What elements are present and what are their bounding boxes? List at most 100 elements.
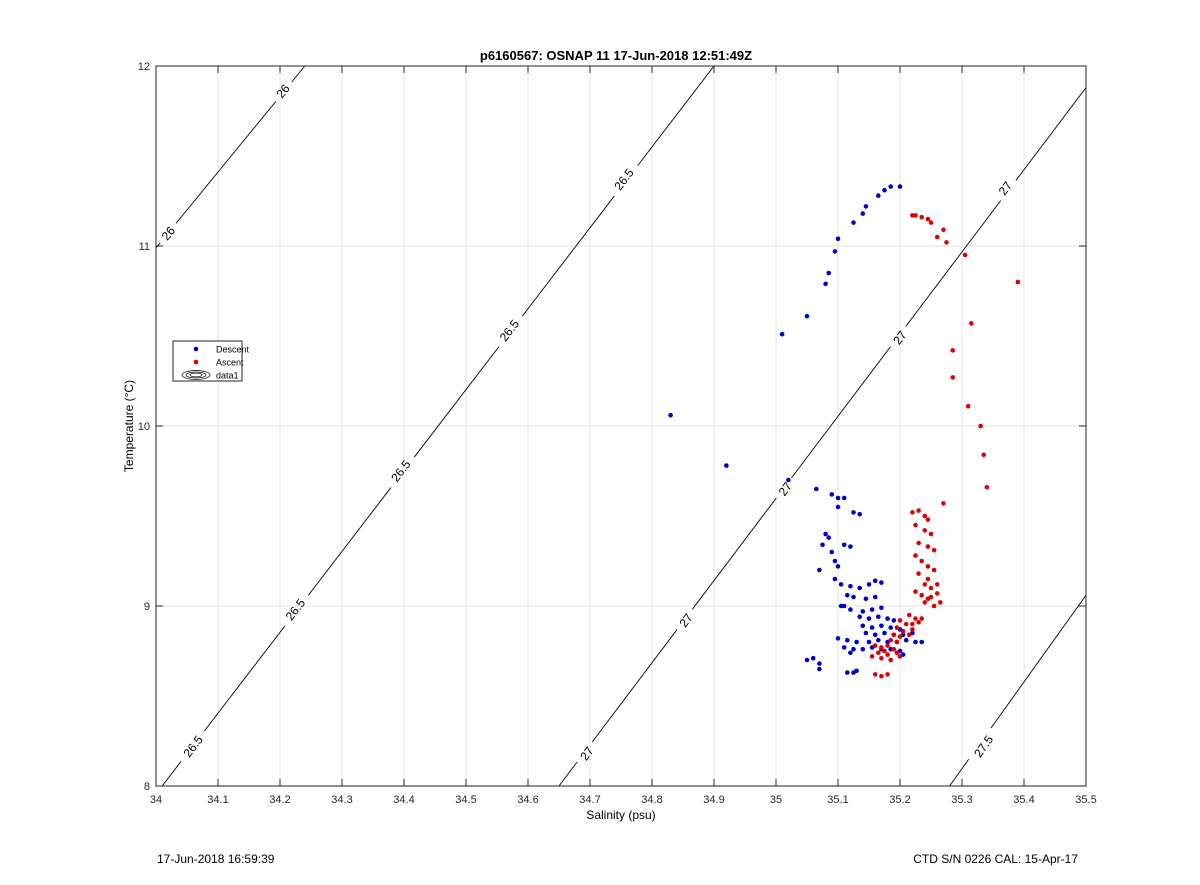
descent-point: [888, 184, 893, 189]
descent-point: [835, 504, 841, 510]
descent-point: [724, 463, 729, 468]
contour-label: 26.5: [181, 733, 207, 760]
ascent-point: [978, 423, 983, 429]
ascent-point: [981, 452, 986, 458]
contour-line-segment: [691, 497, 777, 610]
descent-point: [863, 596, 869, 602]
descent-point: [848, 544, 853, 549]
contour-line-segment: [204, 625, 286, 732]
legend: Descent Ascent data1: [172, 340, 250, 382]
descent-point: [872, 594, 878, 600]
ascent-point: [984, 484, 990, 490]
ascent-point: [879, 645, 884, 650]
ascent-point: [941, 501, 946, 506]
contour-line-segment: [175, 101, 277, 224]
descent-point: [841, 542, 847, 548]
ascent-point: [913, 589, 918, 594]
ascent-point: [938, 600, 943, 605]
descent-point: [866, 582, 872, 587]
ascent-point: [934, 582, 940, 587]
x-tick-label: 34.6: [517, 794, 538, 806]
x-tick-label: 35.3: [951, 794, 972, 806]
descent-point: [888, 625, 893, 630]
ascent-point: [910, 510, 915, 515]
descent-point: [826, 270, 831, 276]
descent-point: [835, 564, 841, 569]
ascent-point: [928, 220, 934, 225]
axis-ticks: 34 34.1 34.2 34.3 34.4 34.5 34.6 34.7 34.8 34.9 35…: [138, 61, 1097, 806]
x-tick-label: 35.4: [1013, 794, 1034, 806]
x-tick-label: 34.4: [393, 794, 414, 806]
ascent-point: [934, 234, 940, 240]
descent-point: [857, 614, 862, 620]
contour-label: 27: [776, 479, 795, 498]
ascent-point: [965, 403, 971, 409]
ascent-point: [907, 632, 912, 638]
x-tick-label: 34.1: [207, 794, 228, 806]
descent-point: [851, 646, 856, 652]
descent-point: [851, 220, 856, 225]
contour-label: 27.5: [971, 733, 996, 760]
ascent-point: [903, 621, 909, 627]
ascent-point: [910, 621, 915, 627]
ascent-point: [928, 531, 934, 537]
x-tick-label: 35.2: [889, 794, 910, 806]
ascent-point: [928, 585, 934, 591]
descent-point: [835, 236, 841, 242]
descent-point: [860, 609, 866, 614]
descent-point: [823, 531, 828, 537]
ascent-point: [922, 528, 928, 533]
ascent-point: [885, 672, 890, 677]
y-axis-label: Temperature (°C): [122, 380, 136, 472]
descent-point: [872, 578, 878, 584]
x-tick-label: 35: [770, 794, 782, 806]
legend-box: [172, 340, 243, 382]
contour-line-segment: [521, 195, 615, 317]
ascent-point: [879, 655, 884, 661]
ascent-point: [900, 628, 906, 634]
ascent-point: [922, 600, 928, 605]
contour-line-segment: [308, 487, 392, 596]
ascent-point: [925, 576, 931, 582]
descent-point: [841, 645, 847, 650]
contour-label: 26.5: [283, 596, 309, 623]
ascent-point: [907, 612, 912, 618]
ascent-point: [925, 596, 931, 602]
descent-point: [848, 607, 853, 612]
ascent-point: [931, 603, 937, 609]
legend-marker-data1: [181, 370, 211, 380]
contour-label: 26.5: [497, 317, 523, 344]
contour-line-segment: [591, 629, 678, 743]
ascent-point: [925, 544, 931, 549]
descent-point: [857, 511, 862, 517]
descent-point: [823, 281, 828, 287]
descent-point: [857, 585, 862, 591]
descent-point: [829, 549, 835, 555]
footer-instrument-info: CTD S/N 0226 CAL: 15-Apr-17: [913, 852, 1078, 866]
ascent-point: [922, 513, 928, 519]
ascent-point: [919, 616, 924, 621]
ascent-point: [931, 547, 937, 553]
descent-point: [845, 637, 850, 643]
ascent-point: [872, 672, 878, 677]
data-points: [668, 184, 1021, 679]
ascent-point: [925, 216, 931, 222]
ascent-point: [916, 508, 921, 513]
ascent-point: [888, 637, 893, 643]
ascent-point: [944, 240, 949, 245]
contour-line-segment: [791, 346, 891, 479]
descent-point: [866, 639, 872, 645]
descent-point: [863, 630, 869, 636]
legend-marker-descent: [193, 346, 199, 352]
contour-line-segment: [155, 242, 161, 249]
legend-contour-ring: [181, 370, 211, 380]
ascent-point: [950, 375, 955, 380]
contour-line-segment: [413, 346, 500, 458]
descent-point: [879, 623, 884, 629]
descent-point: [838, 603, 844, 609]
ascent-point: [894, 650, 900, 656]
ascent-point: [876, 650, 881, 656]
y-tick-label: 8: [144, 781, 150, 793]
ascent-point: [934, 591, 940, 596]
contour-line-segment: [905, 200, 1002, 327]
